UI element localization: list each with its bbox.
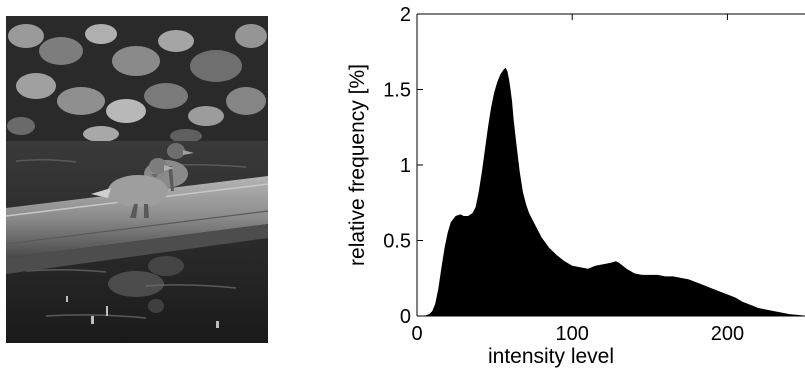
y-tick-label: 0.5 [383,231,411,253]
histogram-svg: 0 100 200 0 0.5 1 1.5 2 intensity level relati… [346,4,805,368]
x-tick-label: 100 [556,323,589,345]
duck-photo [6,16,268,343]
duck-front [91,158,174,218]
duck-reflection [108,256,184,313]
y-axis-ticks: 0 0.5 1 1.5 2 [383,4,423,328]
water-glints [66,296,219,328]
y-tick-label: 0 [400,306,411,328]
y-tick-label: 2 [400,4,411,26]
x-tick-label: 200 [711,323,744,345]
log-grain [6,210,268,245]
y-tick-label: 1 [400,155,411,177]
water-ripples [15,158,247,319]
log-reflection [6,224,268,274]
x-axis-ticks: 0 100 200 [411,14,744,345]
log [6,176,268,258]
histogram-area [417,67,805,317]
foliage-leaves [7,24,267,143]
y-axis-label: relative frequency [%] [346,64,369,266]
x-tick-label: 0 [411,323,422,345]
histogram-chart: 0 100 200 0 0.5 1 1.5 2 intensity level relati… [330,0,805,376]
duck-photo-drawing [6,16,268,343]
plot-area [416,13,805,317]
y-tick-label: 1.5 [383,80,411,102]
x-axis-label: intensity level [488,345,614,368]
